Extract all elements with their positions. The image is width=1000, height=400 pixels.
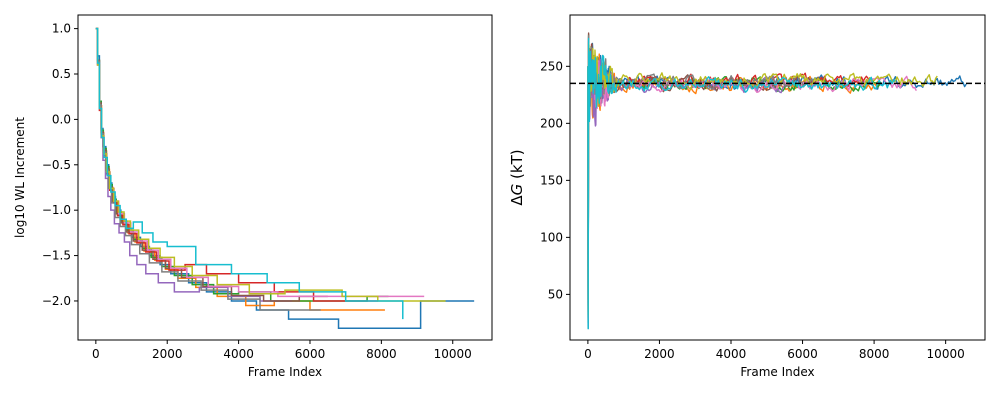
- y-tick-label: 0.0: [52, 112, 71, 126]
- x-tick-label: 8000: [859, 347, 890, 361]
- y-tick-label: 150: [540, 173, 563, 187]
- y-tick-label: 1.0: [52, 22, 71, 36]
- left-series-line-4: [95, 27, 378, 302]
- y-tick-label: −2.0: [42, 294, 71, 308]
- right-series-line-8: [587, 35, 814, 301]
- y-tick-label: −1.0: [42, 203, 71, 217]
- x-tick-label: 4000: [223, 347, 254, 361]
- right-x-axis: 0 2000 4000 6000 8000 10000: [584, 340, 965, 361]
- right-series-line-10: [587, 37, 896, 330]
- left-series-line-8: [95, 27, 321, 311]
- right-y-axis: 250 200 150 100 50: [540, 59, 570, 301]
- left-series-line-7: [95, 27, 425, 298]
- y-tick-label: −1.5: [42, 249, 71, 263]
- left-series-line-9: [95, 27, 446, 302]
- y-tick-label: 50: [548, 287, 563, 301]
- left-y-axis-label: log10 WL Increment: [13, 117, 27, 238]
- left-series-line-10: [95, 27, 404, 320]
- x-tick-label: 10000: [927, 347, 965, 361]
- y-tick-label: 250: [540, 59, 563, 73]
- x-tick-label: 6000: [787, 347, 818, 361]
- g-symbol: G: [508, 184, 526, 196]
- chart-right-delta-g: 0 2000 4000 6000 8000 10000 250 200 150 100 50 Fr…: [508, 14, 986, 379]
- x-tick-label: 0: [92, 347, 100, 361]
- left-x-axis-label: Frame Index: [248, 365, 322, 379]
- y-tick-label: 0.5: [52, 67, 71, 81]
- left-x-axis: 0 2000 4000 6000 8000 10000: [92, 340, 472, 361]
- x-tick-label: 6000: [295, 347, 326, 361]
- x-tick-label: 0: [584, 347, 592, 361]
- y-tick-label: 100: [540, 230, 563, 244]
- x-tick-label: 10000: [434, 347, 472, 361]
- unit-text: (kT): [508, 149, 526, 183]
- left-series-line-2: [95, 27, 385, 311]
- right-x-axis-label: Frame Index: [740, 365, 814, 379]
- x-tick-label: 2000: [152, 347, 183, 361]
- delta-symbol: Δ: [508, 195, 526, 206]
- right-plot-frame: [569, 14, 986, 341]
- x-tick-label: 2000: [644, 347, 675, 361]
- right-series-group: [587, 32, 967, 330]
- y-tick-label: −0.5: [42, 158, 71, 172]
- y-tick-label: 200: [540, 116, 563, 130]
- left-series-group: [95, 27, 475, 329]
- x-tick-label: 8000: [366, 347, 397, 361]
- left-series-line-6: [95, 27, 328, 302]
- right-y-axis-label: ΔG (kT): [508, 149, 526, 205]
- left-y-axis: 1.0 0.5 0.0 −0.5 −1.0 −1.5 −2.0: [42, 22, 78, 308]
- left-plot-frame: [77, 14, 493, 341]
- right-series-line-9: [587, 42, 938, 316]
- left-series-line-3: [95, 27, 389, 302]
- x-tick-label: 4000: [716, 347, 747, 361]
- chart-left-wl-increment: 0 2000 4000 6000 8000 10000 1.0 0.5 0.0 −0.5 −1.0…: [13, 14, 493, 379]
- left-series-line-5: [95, 27, 293, 302]
